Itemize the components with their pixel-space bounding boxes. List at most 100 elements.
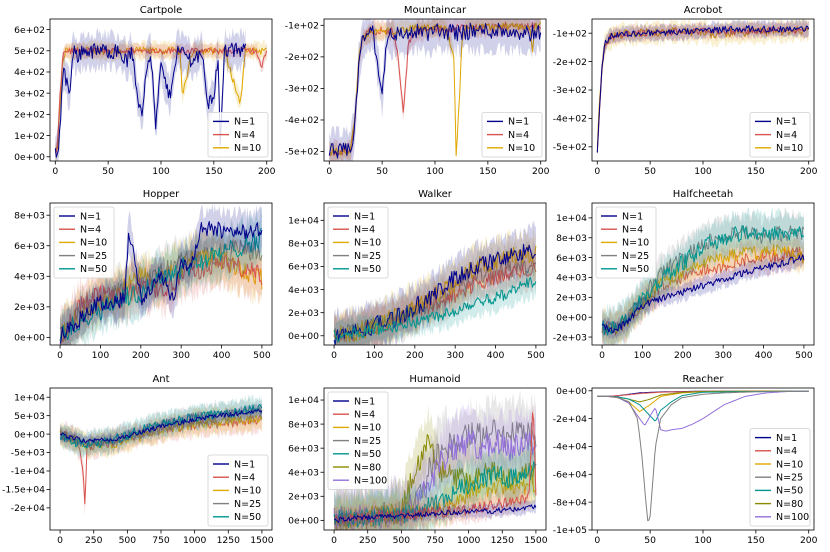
x-tick-label: 100 — [426, 166, 444, 177]
x-tick-label: 150 — [205, 166, 223, 177]
y-tick-label: -2e+03 — [553, 332, 587, 343]
x-tick-label: 500 — [393, 535, 411, 546]
legend-label-n-50: N=50 — [80, 264, 107, 275]
y-tick-label: -8e+04 — [553, 497, 587, 508]
legend: N=1 N=4 N=10 N=25 N=50 — [327, 206, 389, 279]
legend-box — [53, 206, 115, 279]
legend-label-n-100: N=100 — [776, 512, 809, 523]
legend-label-n-10: N=10 — [508, 143, 535, 154]
band-n-25 — [602, 207, 804, 345]
legend-label-n-10: N=10 — [234, 143, 261, 154]
series-n-4 — [333, 262, 537, 343]
y-tick-label: -5e+02 — [553, 142, 587, 153]
y-tick-label: 6e+03 — [556, 253, 587, 264]
legend-label-n-4: N=4 — [354, 225, 375, 236]
y-tick-label: 6e+03 — [288, 443, 319, 454]
x-tick-label: 300 — [172, 350, 190, 361]
series-n-25 — [597, 390, 809, 522]
y-tick-label: 4e+03 — [14, 271, 45, 282]
legend-label-n-10: N=10 — [776, 143, 803, 154]
band-n-4 — [60, 405, 262, 517]
y-tick-label: 5e+03 — [14, 411, 45, 422]
x-tick-label: 200 — [800, 535, 818, 546]
y-tick-label: -5e+03 — [11, 448, 45, 459]
legend-box — [327, 391, 389, 490]
series-n-1 — [333, 504, 537, 523]
y-tick-label: 8e+03 — [556, 233, 587, 244]
y-tick-label: -1e+05 — [553, 525, 587, 536]
y-tick-label: 2e+03 — [288, 308, 319, 319]
legend-label-n-80: N=80 — [776, 499, 803, 510]
y-tick-label: 8e+03 — [14, 210, 45, 221]
y-tick-label: 2e+03 — [288, 492, 319, 503]
plot-area — [328, 19, 542, 161]
panel-humanoid: Humanoid 0 250 500 750 1000 1250 1500 0e+00 2e+03… — [288, 374, 548, 546]
legend-label-n-10: N=10 — [776, 459, 803, 470]
x-tick-label: 200 — [674, 350, 692, 361]
panel-reacher: Reacher 0 50 100 150 200 -1e+05 -8e+04 -6e+04 -4e… — [553, 374, 818, 546]
legend-label-n-50: N=50 — [354, 264, 381, 275]
band-n-4 — [334, 405, 536, 530]
legend-label-n-1: N=1 — [354, 396, 375, 407]
y-tick-label: -1e+02 — [285, 21, 319, 32]
legend-label-n-4: N=4 — [354, 410, 375, 421]
y-tick-label: 1e+04 — [14, 392, 45, 403]
y-tick-label: -2e+02 — [553, 57, 587, 68]
legend-label-n-80: N=80 — [354, 462, 381, 473]
y-tick-label: -4e+04 — [553, 442, 587, 453]
x-tick-label: 50 — [102, 166, 114, 177]
y-tick-label: 8e+03 — [288, 239, 319, 250]
y-tick-label: -1e+02 — [553, 28, 587, 39]
panel-title: Humanoid — [409, 374, 460, 385]
y-tick-label: 6e+03 — [288, 262, 319, 273]
legend-label-n-50: N=50 — [354, 449, 381, 460]
plot-area — [54, 27, 268, 161]
series-n-1 — [333, 243, 536, 345]
panel-title: Walker — [418, 189, 453, 200]
series-n-100 — [597, 390, 809, 432]
y-tick-label: 4e+03 — [556, 273, 587, 284]
y-tick-label: -2e+04 — [553, 414, 587, 425]
legend: N=1 N=4 N=10 N=25 N=50 — [595, 206, 657, 279]
legend-label-n-1: N=1 — [776, 117, 797, 128]
panel-acrobot: Acrobot 0 50 100 150 200 -5e+02 -4e+02 -3e+02 -2e… — [553, 5, 818, 177]
y-tick-label: 0e+00 — [14, 152, 45, 163]
legend: N=1 N=4 N=10 — [749, 112, 811, 158]
x-tick-label: 100 — [366, 350, 384, 361]
panel-hopper: Hopper 0 100 200 300 400 500 0e+00 2e+03 4e+03 6e+… — [14, 189, 273, 361]
x-tick-label: 500 — [253, 350, 271, 361]
x-tick-label: 0 — [326, 166, 332, 177]
legend-box — [749, 112, 811, 158]
series-n-1 — [59, 221, 263, 344]
legend: N=1 N=4 N=10 N=25 N=50 N=80 N=100 — [749, 428, 811, 527]
panel-title: Acrobot — [684, 5, 723, 16]
y-tick-label: 0e+00 — [14, 429, 45, 440]
x-tick-label: 300 — [714, 350, 732, 361]
x-tick-label: 250 — [359, 535, 377, 546]
series-n-50 — [597, 390, 809, 422]
series-n-50 — [601, 225, 805, 336]
series-n-50 — [333, 277, 537, 342]
plot-area — [601, 207, 805, 345]
x-tick-label: 200 — [800, 166, 818, 177]
y-tick-label: -4e+02 — [285, 115, 319, 126]
band-n-25 — [334, 389, 536, 530]
y-tick-label: -1e+04 — [11, 466, 45, 477]
x-tick-label: 50 — [644, 535, 656, 546]
plot-area — [333, 389, 537, 530]
y-tick-label: -2e+02 — [285, 52, 319, 63]
x-tick-label: 0 — [594, 535, 600, 546]
x-tick-label: 200 — [406, 350, 424, 361]
band-n-1 — [334, 497, 536, 528]
legend-label-n-4: N=4 — [776, 446, 797, 457]
x-tick-label: 300 — [446, 350, 464, 361]
series-n-50 — [59, 227, 263, 342]
legend-label-n-10: N=10 — [354, 423, 381, 434]
panel-title: Ant — [152, 374, 169, 385]
series-n-1 — [601, 254, 805, 333]
y-tick-label: -6e+04 — [553, 470, 587, 481]
legend-label-n-4: N=4 — [776, 130, 797, 141]
y-tick-label: 1e+04 — [288, 216, 319, 227]
x-tick-label: 100 — [152, 166, 170, 177]
series-n-1 — [596, 25, 810, 153]
